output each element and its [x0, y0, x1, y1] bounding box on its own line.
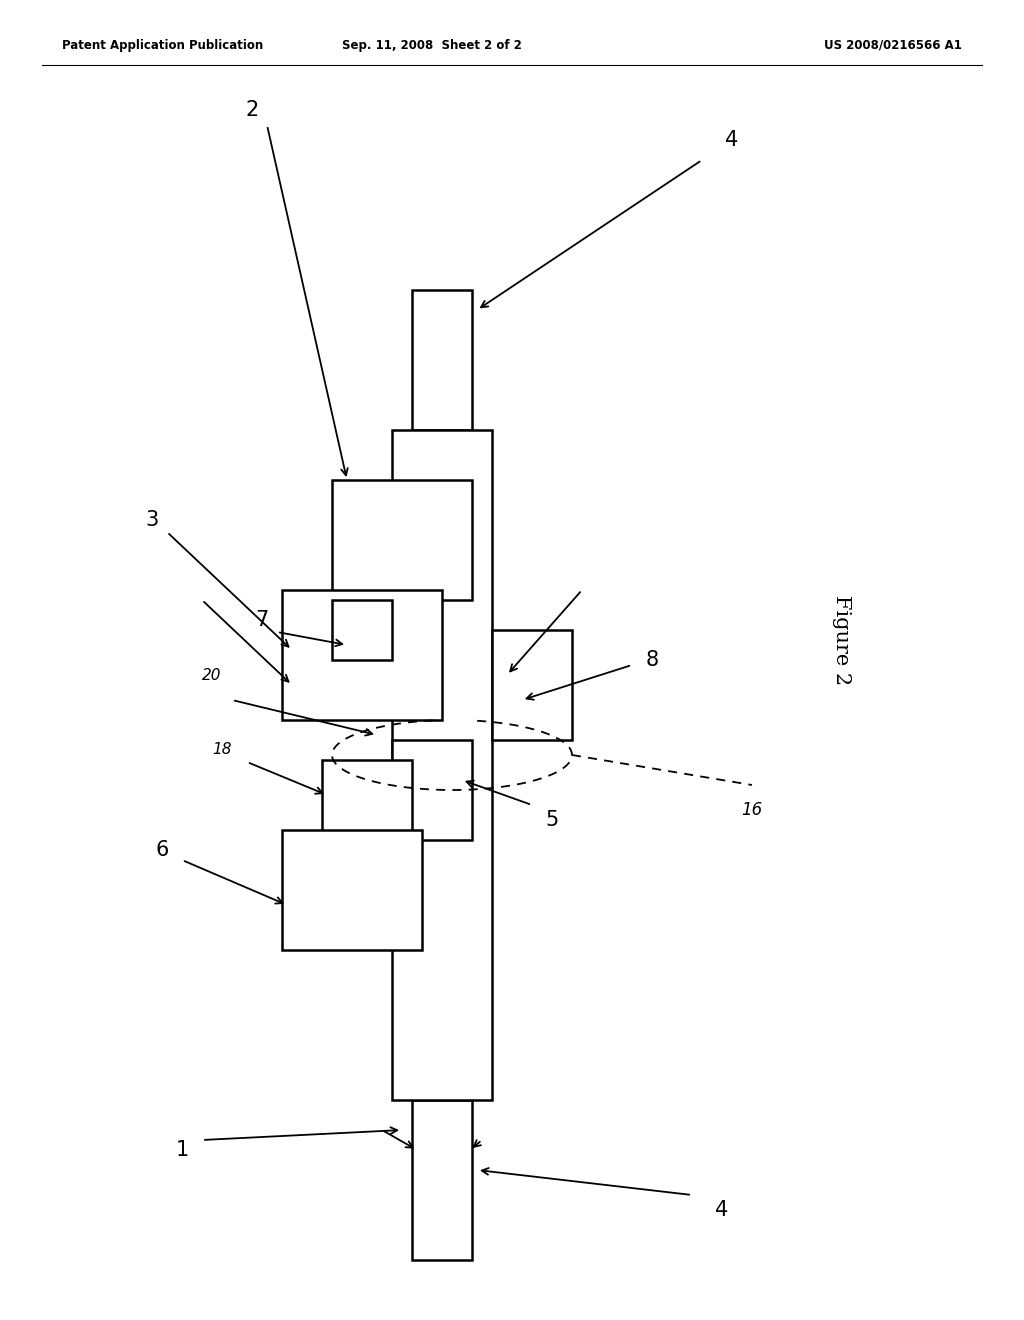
Bar	[322, 760, 412, 840]
Text: 6: 6	[156, 840, 169, 861]
Bar	[412, 290, 472, 430]
Text: 3: 3	[145, 510, 159, 531]
Text: Sep. 11, 2008  Sheet 2 of 2: Sep. 11, 2008 Sheet 2 of 2	[342, 38, 522, 51]
Text: Patent Application Publication: Patent Application Publication	[62, 38, 263, 51]
Text: 5: 5	[546, 810, 559, 830]
Text: 7: 7	[255, 610, 268, 630]
Bar	[282, 590, 442, 719]
Bar	[392, 430, 492, 1100]
Text: 4: 4	[725, 129, 738, 150]
Bar	[492, 630, 572, 741]
Text: 4: 4	[716, 1200, 729, 1220]
Text: 20: 20	[203, 668, 222, 682]
Bar	[282, 830, 422, 950]
Text: 18: 18	[212, 742, 231, 758]
Text: 16: 16	[741, 801, 763, 818]
Text: 2: 2	[246, 100, 259, 120]
Text: 8: 8	[645, 649, 658, 671]
Text: Figure 2: Figure 2	[833, 595, 852, 685]
Bar	[412, 1100, 472, 1261]
Bar	[392, 741, 472, 840]
Text: US 2008/0216566 A1: US 2008/0216566 A1	[824, 38, 962, 51]
Bar	[332, 480, 472, 601]
Text: 1: 1	[175, 1140, 188, 1160]
Bar	[332, 601, 392, 660]
